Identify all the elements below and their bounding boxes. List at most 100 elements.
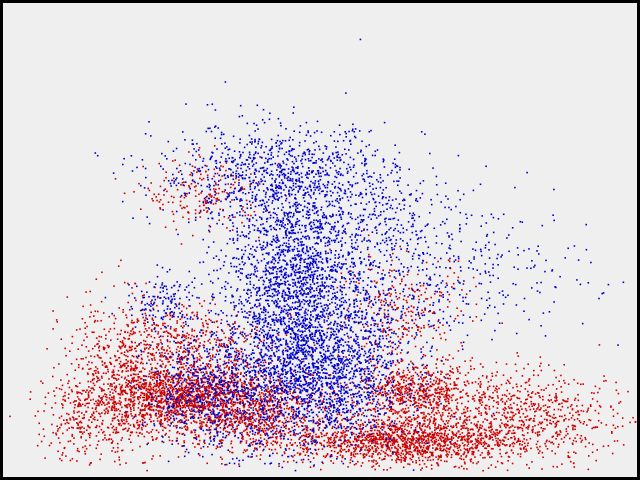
scatter-point: [376, 407, 379, 409]
scatter-point: [346, 446, 348, 448]
scatter-point: [459, 396, 462, 399]
scatter-point: [301, 461, 304, 464]
scatter-point: [409, 404, 412, 407]
scatter-point: [305, 372, 308, 375]
scatter-point: [297, 401, 299, 403]
scatter-point: [448, 389, 450, 391]
scatter-point: [272, 436, 274, 438]
scatter-point: [226, 411, 229, 414]
scatter-point: [427, 447, 430, 449]
scatter-point: [261, 392, 263, 394]
scatter-point: [501, 397, 503, 400]
scatter-point: [194, 421, 196, 423]
scatter-point: [434, 426, 436, 429]
scatter-point: [352, 455, 355, 457]
scatter-point: [492, 439, 494, 441]
scatter-point: [239, 397, 241, 400]
scatter-point: [147, 403, 150, 406]
scatter-point: [236, 394, 238, 396]
scatter-point: [164, 381, 167, 384]
scatter-point: [301, 416, 304, 419]
scatter-point: [181, 384, 183, 386]
scatter-point: [277, 385, 279, 387]
scatter-point: [412, 386, 415, 389]
scatter-point: [491, 433, 493, 436]
scatter-point: [175, 409, 177, 411]
scatter-point: [589, 419, 592, 422]
scatter-point: [397, 387, 400, 390]
scatter-point: [455, 387, 457, 390]
scatter-point: [74, 404, 76, 406]
scatter-point: [330, 436, 332, 439]
scatter-point: [159, 409, 161, 412]
scatter-point: [403, 458, 406, 460]
scatter-point: [129, 401, 132, 403]
scatter-point: [218, 415, 220, 418]
scatter-point: [401, 443, 404, 446]
scatter-point: [444, 441, 447, 443]
scatter-point: [210, 357, 212, 359]
scatter-point: [176, 396, 179, 398]
scatter-point: [133, 387, 136, 389]
scatter-point: [271, 394, 274, 396]
scatter-point: [198, 439, 201, 442]
scatter-point: [386, 469, 388, 471]
scatter-point: [244, 397, 247, 400]
scatter-point: [414, 397, 416, 399]
scatter-point: [540, 415, 543, 417]
scatter-point: [185, 371, 188, 373]
scatter-point: [163, 390, 165, 392]
scatter-point: [220, 439, 223, 441]
scatter-point: [421, 425, 423, 427]
scatter-point: [424, 417, 426, 420]
scatter-point: [239, 403, 242, 405]
scatter-point: [454, 384, 457, 387]
scatter-point: [111, 398, 113, 401]
scatter-point: [479, 434, 481, 437]
scatter-point: [223, 382, 225, 385]
scatter-point: [291, 426, 293, 429]
scatter-point: [145, 383, 147, 385]
scatter-point: [398, 398, 400, 400]
scatter-point: [197, 405, 199, 408]
scatter-point: [403, 437, 405, 440]
scatter-point: [271, 391, 273, 393]
scatter-point: [336, 432, 338, 435]
scatter-point: [413, 418, 416, 421]
scatter-point: [117, 378, 120, 380]
scatter-point: [306, 427, 309, 429]
scatter-point: [420, 437, 423, 440]
scatter-point: [269, 427, 271, 429]
scatter-point: [372, 415, 375, 417]
scatter-point: [420, 376, 422, 378]
scatter-point: [306, 451, 308, 454]
scatter-point: [477, 429, 480, 432]
scatter-point: [426, 451, 428, 453]
scatter-point: [381, 391, 384, 394]
scatter-point: [127, 422, 130, 425]
scatter-point: [408, 441, 411, 443]
scatter-point: [163, 414, 166, 417]
scatter-point: [558, 433, 561, 436]
scatter-point: [156, 384, 159, 386]
scatter-point: [463, 461, 466, 463]
scatter-point: [241, 421, 244, 423]
scatter-point: [361, 422, 364, 425]
scatter-point: [283, 432, 286, 435]
scatter-point: [184, 425, 187, 427]
scatter-point: [115, 426, 118, 429]
scatter-point: [271, 424, 273, 427]
scatter-point: [140, 377, 143, 380]
scatter-point: [163, 375, 165, 378]
scatter-point: [396, 438, 398, 441]
scatter-point: [198, 388, 200, 390]
scatter-point: [399, 394, 402, 396]
scatter-point: [408, 377, 411, 379]
scatter-point: [414, 442, 417, 444]
scatter-point: [410, 384, 412, 386]
scatter-point: [463, 408, 465, 411]
scatter-point: [255, 418, 258, 420]
scatter-point: [394, 441, 397, 443]
scatter-point: [107, 368, 109, 371]
scatter-point: [514, 363, 517, 366]
